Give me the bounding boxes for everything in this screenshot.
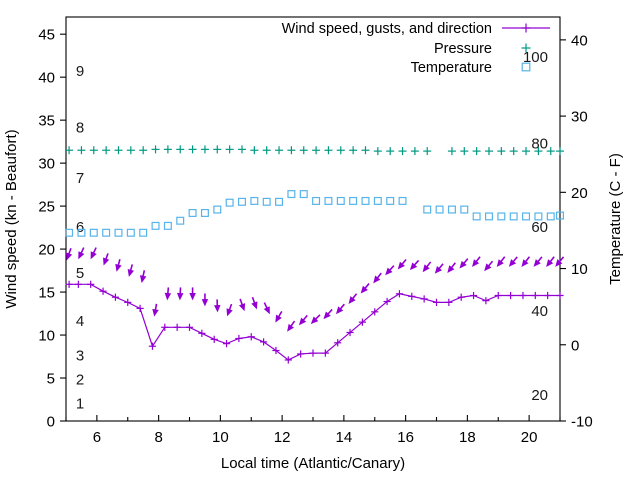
- beaufort-label-4: 4: [76, 313, 84, 330]
- x-tick-6: 6: [93, 429, 101, 446]
- wind-arrow: [409, 259, 420, 271]
- beaufort-label-8: 8: [76, 120, 84, 137]
- wind-arrow: [335, 303, 345, 315]
- beaufort-label-2: 2: [76, 371, 84, 388]
- y2-tick-0: 0: [571, 337, 579, 354]
- wind-arrow: [533, 256, 543, 267]
- wind-arrow: [78, 247, 85, 260]
- chart-legend: Wind speed, gusts, and direction Pressure…: [282, 21, 550, 76]
- wind-arrow: [251, 296, 258, 310]
- beaufort-label-3: 3: [76, 347, 84, 364]
- wind-arrow: [323, 308, 333, 320]
- y2-tick-20: 20: [571, 185, 588, 202]
- series-pressure: [65, 145, 564, 156]
- wind-arrow: [275, 310, 283, 323]
- wind-arrow: [214, 299, 221, 313]
- fahrenheit-label-40: 40: [531, 303, 548, 320]
- beaufort-label-7: 7: [76, 170, 84, 187]
- y-tick-30: 30: [38, 156, 55, 173]
- wind-arrow: [459, 258, 469, 269]
- fahrenheit-label-100: 100: [523, 49, 548, 66]
- y2-axis-ticks: -10 0 10 20 30 40: [560, 32, 593, 431]
- y-tick-0: 0: [47, 414, 55, 431]
- wind-arrow: [555, 256, 565, 267]
- wind-arrow: [139, 270, 147, 284]
- wind-arrow: [348, 293, 358, 304]
- y2-tick--10: -10: [571, 414, 593, 431]
- wind-arrow: [496, 256, 506, 267]
- beaufort-label-1: 1: [76, 395, 84, 412]
- y-tick-40: 40: [38, 70, 55, 87]
- wind-arrow: [201, 293, 209, 307]
- wind-arrow: [127, 264, 134, 277]
- wind-arrow: [397, 258, 407, 270]
- wind-arrow: [310, 314, 321, 324]
- x-tick-16: 16: [397, 429, 414, 446]
- x-axis-ticks: 6 8 10 12 14 16 18 20: [65, 415, 561, 446]
- wind-arrow: [263, 302, 270, 315]
- wind-arrow: [521, 256, 531, 267]
- fahrenheit-label-60: 60: [531, 219, 548, 236]
- y-tick-25: 25: [38, 199, 55, 216]
- x-tick-8: 8: [154, 429, 162, 446]
- beaufort-label-9: 9: [76, 63, 84, 80]
- beaufort-label-5: 5: [76, 265, 84, 282]
- beaufort-scale-labels: 1 2 3 4 5 6 7 8 9: [76, 63, 84, 413]
- series-wind-speed: [65, 280, 564, 364]
- wind-arrow: [373, 272, 382, 284]
- y-tick-10: 10: [38, 328, 55, 345]
- wind-arrow: [298, 314, 308, 326]
- wind-arrow: [238, 298, 246, 312]
- y2-tick-30: 30: [571, 109, 588, 126]
- wind-arrow: [115, 259, 122, 272]
- wind-arrow: [152, 303, 159, 317]
- fahrenheit-scale-labels: 20 40 60 80 100: [523, 49, 548, 404]
- wind-arrow: [176, 287, 184, 301]
- fahrenheit-label-20: 20: [531, 387, 548, 404]
- x-tick-18: 18: [459, 429, 476, 446]
- x-axis-title: Local time (Atlantic/Canary): [221, 455, 405, 472]
- y2-tick-10: 10: [571, 261, 588, 278]
- y2-axis-title: Temperature (C - F): [607, 153, 624, 285]
- y-axis-ticks: 0 5 10 15 20 25 30 35 40 45: [38, 27, 66, 431]
- x-tick-10: 10: [212, 429, 229, 446]
- x-tick-14: 14: [336, 429, 353, 446]
- wind-arrow: [287, 320, 296, 332]
- legend-label-2: Temperature: [411, 60, 492, 76]
- y2-tick-40: 40: [571, 32, 588, 49]
- wind-arrow: [385, 265, 395, 276]
- x-tick-20: 20: [521, 429, 538, 446]
- wind-arrow: [422, 261, 432, 273]
- wind-arrow: [189, 287, 196, 301]
- y-tick-5: 5: [47, 371, 55, 388]
- wind-direction-arrows: [65, 247, 565, 332]
- wind-arrow: [484, 260, 494, 272]
- y-tick-45: 45: [38, 27, 55, 44]
- wind-arrow: [447, 262, 456, 274]
- series-temperature: [65, 190, 564, 237]
- wind-arrow: [360, 283, 370, 294]
- wind-arrow: [508, 256, 518, 267]
- wind-arrow: [103, 253, 110, 266]
- wind-arrow: [472, 256, 481, 267]
- wind-arrow: [90, 247, 97, 260]
- wind-arrow: [546, 256, 555, 267]
- beaufort-label-6: 6: [76, 219, 84, 236]
- y-tick-20: 20: [38, 242, 55, 259]
- fahrenheit-label-80: 80: [531, 135, 548, 152]
- x-tick-12: 12: [274, 429, 291, 446]
- wind-arrow: [164, 287, 172, 301]
- legend-label-0: Wind speed, gusts, and direction: [282, 21, 492, 37]
- legend-label-1: Pressure: [434, 41, 492, 57]
- wind-arrow: [65, 247, 73, 261]
- y-tick-15: 15: [38, 285, 55, 302]
- y-tick-35: 35: [38, 113, 55, 130]
- wind-arrow: [226, 303, 233, 317]
- y-axis-title: Wind speed (kn - Beaufort): [3, 129, 20, 308]
- wind-arrow: [434, 263, 444, 274]
